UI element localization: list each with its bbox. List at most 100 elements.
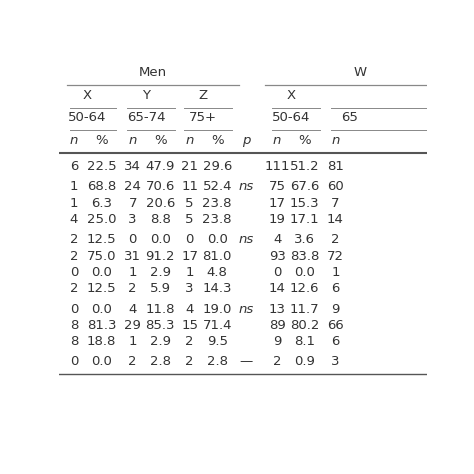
Text: 70.6: 70.6 [146, 180, 175, 193]
Text: 2: 2 [70, 233, 78, 246]
Text: 15: 15 [181, 319, 198, 332]
Text: 1: 1 [128, 336, 137, 348]
Text: 19: 19 [269, 213, 285, 226]
Text: 75+: 75+ [189, 111, 217, 124]
Text: 4: 4 [70, 213, 78, 226]
Text: 2: 2 [128, 356, 137, 368]
Text: 89: 89 [269, 319, 285, 332]
Text: 2: 2 [128, 283, 137, 295]
Text: 6: 6 [70, 160, 78, 173]
Text: 12.5: 12.5 [87, 283, 116, 295]
Text: 2.8: 2.8 [150, 356, 171, 368]
Text: %: % [154, 134, 166, 147]
Text: 22.5: 22.5 [87, 160, 116, 173]
Text: 85.3: 85.3 [146, 319, 175, 332]
Text: 93: 93 [269, 250, 285, 263]
Text: 31: 31 [124, 250, 141, 263]
Text: 2: 2 [331, 233, 340, 246]
Text: 7: 7 [331, 197, 340, 210]
Text: %: % [211, 134, 224, 147]
Text: 68.8: 68.8 [87, 180, 116, 193]
Text: 9.5: 9.5 [207, 336, 228, 348]
Text: 1: 1 [70, 180, 78, 193]
Text: 2: 2 [185, 336, 194, 348]
Text: 0.0: 0.0 [207, 233, 228, 246]
Text: 7: 7 [128, 197, 137, 210]
Text: 47.9: 47.9 [146, 160, 175, 173]
Text: 75: 75 [269, 180, 286, 193]
Text: —: — [239, 356, 253, 368]
Text: 12.6: 12.6 [290, 283, 319, 295]
Text: 6.3: 6.3 [91, 197, 112, 210]
Text: 2: 2 [273, 356, 282, 368]
Text: 66: 66 [327, 319, 344, 332]
Text: Men: Men [139, 66, 167, 79]
Text: 0: 0 [70, 302, 78, 316]
Text: 18.8: 18.8 [87, 336, 116, 348]
Text: 0.9: 0.9 [294, 356, 315, 368]
Text: 0.0: 0.0 [91, 356, 112, 368]
Text: 72: 72 [327, 250, 344, 263]
Text: 3: 3 [185, 283, 194, 295]
Text: 0.0: 0.0 [294, 266, 315, 279]
Text: n: n [128, 134, 137, 147]
Text: 65-74: 65-74 [127, 111, 165, 124]
Text: 81: 81 [327, 160, 344, 173]
Text: 52.4: 52.4 [202, 180, 232, 193]
Text: 17: 17 [269, 197, 286, 210]
Text: 50-64: 50-64 [68, 111, 107, 124]
Text: 29: 29 [124, 319, 141, 332]
Text: n: n [70, 134, 78, 147]
Text: 5: 5 [185, 197, 194, 210]
Text: 23.8: 23.8 [202, 197, 232, 210]
Text: 11.8: 11.8 [146, 302, 175, 316]
Text: 91.2: 91.2 [146, 250, 175, 263]
Text: 9: 9 [331, 302, 340, 316]
Text: 1: 1 [128, 266, 137, 279]
Text: 4.8: 4.8 [207, 266, 228, 279]
Text: 1: 1 [185, 266, 194, 279]
Text: 83.8: 83.8 [290, 250, 319, 263]
Text: 9: 9 [273, 336, 281, 348]
Text: 34: 34 [124, 160, 141, 173]
Text: 0.0: 0.0 [150, 233, 171, 246]
Text: 25.0: 25.0 [87, 213, 116, 226]
Text: 0: 0 [70, 356, 78, 368]
Text: 0: 0 [273, 266, 281, 279]
Text: 17.1: 17.1 [290, 213, 319, 226]
Text: 60: 60 [327, 180, 344, 193]
Text: ns: ns [238, 180, 254, 193]
Text: 0.0: 0.0 [91, 302, 112, 316]
Text: 50-64: 50-64 [272, 111, 310, 124]
Text: ns: ns [238, 233, 254, 246]
Text: 19.0: 19.0 [202, 302, 232, 316]
Text: 67.6: 67.6 [290, 180, 319, 193]
Text: 80.2: 80.2 [290, 319, 319, 332]
Text: 21: 21 [181, 160, 198, 173]
Text: 4: 4 [273, 233, 281, 246]
Text: X: X [287, 89, 296, 101]
Text: 2.9: 2.9 [150, 336, 171, 348]
Text: 14: 14 [269, 283, 285, 295]
Text: 13: 13 [269, 302, 286, 316]
Text: %: % [95, 134, 108, 147]
Text: 0.0: 0.0 [91, 266, 112, 279]
Text: 29.6: 29.6 [202, 160, 232, 173]
Text: 3: 3 [331, 356, 340, 368]
Text: 8: 8 [70, 319, 78, 332]
Text: 0: 0 [185, 233, 194, 246]
Text: 2.9: 2.9 [150, 266, 171, 279]
Text: 14: 14 [327, 213, 344, 226]
Text: n: n [185, 134, 194, 147]
Text: 5.9: 5.9 [150, 283, 171, 295]
Text: %: % [298, 134, 311, 147]
Text: 6: 6 [331, 336, 340, 348]
Text: 111: 111 [264, 160, 290, 173]
Text: 3: 3 [128, 213, 137, 226]
Text: n: n [273, 134, 281, 147]
Text: 23.8: 23.8 [202, 213, 232, 226]
Text: 81.3: 81.3 [87, 319, 116, 332]
Text: 24: 24 [124, 180, 141, 193]
Text: 6: 6 [331, 283, 340, 295]
Text: 1: 1 [70, 197, 78, 210]
